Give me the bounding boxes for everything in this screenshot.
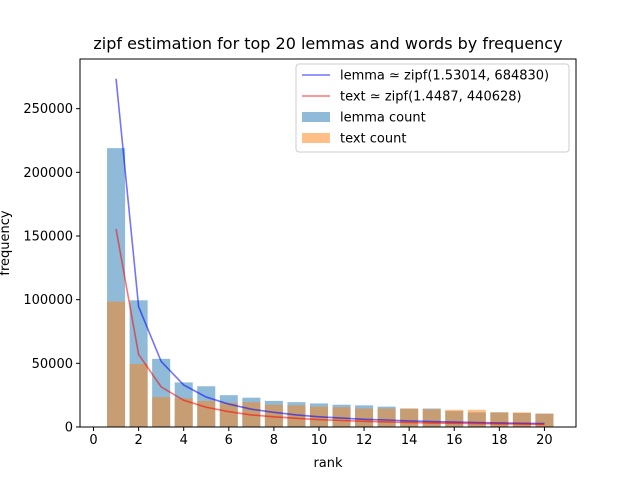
x-tick-label: 6 — [225, 433, 233, 448]
x-tick-label: 12 — [356, 433, 373, 448]
bar-text-count — [355, 408, 374, 427]
x-tick-label: 4 — [180, 433, 188, 448]
bar-text-count — [287, 405, 306, 427]
bar-text-count — [152, 397, 171, 427]
bar-text-count — [219, 402, 238, 427]
x-tick-label: 14 — [401, 433, 418, 448]
axes-frame — [79, 58, 577, 428]
legend: lemma ≃ zipf(1.53014, 684830) text ≃ zipf… — [295, 63, 570, 153]
bar-text-count — [422, 409, 441, 427]
x-axis-label: rank — [313, 456, 343, 471]
x-tick-label: 2 — [134, 433, 142, 448]
legend-line-lemma-label: lemma ≃ zipf(1.53014, 684830) — [340, 69, 549, 84]
legend-box — [295, 63, 570, 153]
bar-text-count — [264, 404, 283, 427]
legend-line-text-label: text ≃ zipf(1.4487, 440628) — [340, 90, 522, 105]
y-tick-label: 150000 — [23, 229, 73, 244]
line-lemma-zipf — [115, 78, 545, 425]
chart-title: zipf estimation for top 20 lemmas and wo… — [93, 34, 562, 53]
legend-bar-lemma-swatch — [302, 112, 330, 122]
legend-bar-text-label: text count — [340, 132, 406, 147]
x-tick-label: 0 — [89, 433, 97, 448]
bar-text-count — [445, 409, 464, 427]
y-tick-label: 250000 — [23, 102, 73, 117]
y-tick-label: 100000 — [23, 293, 73, 308]
x-tick-label: 20 — [536, 433, 553, 448]
bar-text-count — [490, 412, 509, 427]
x-tick-label: 16 — [446, 433, 463, 448]
x-tick-label: 10 — [311, 433, 328, 448]
x-tick-label: 18 — [491, 433, 508, 448]
legend-bar-lemma-label: lemma count — [340, 111, 426, 126]
bar-text-count — [107, 301, 126, 427]
legend-bar-text-swatch — [302, 133, 330, 143]
bar-text-count — [129, 363, 148, 427]
bar-text-count — [377, 408, 396, 427]
y-axis-label: frequency — [0, 210, 13, 276]
axes: 0 2 4 6 8 10 12 14 16 18 20 0 50000 100000 150000 20000… — [23, 58, 577, 448]
plot-area — [107, 78, 554, 427]
bar-text-count — [400, 408, 419, 427]
line-text-zipf — [115, 228, 545, 426]
y-tick-label: 50000 — [32, 357, 73, 372]
y-tick-label: 200000 — [23, 166, 73, 181]
bar-text-count — [174, 398, 193, 427]
x-tick-label: 8 — [270, 433, 278, 448]
y-tick-label: 0 — [65, 421, 73, 436]
bar-text-count — [332, 407, 351, 427]
